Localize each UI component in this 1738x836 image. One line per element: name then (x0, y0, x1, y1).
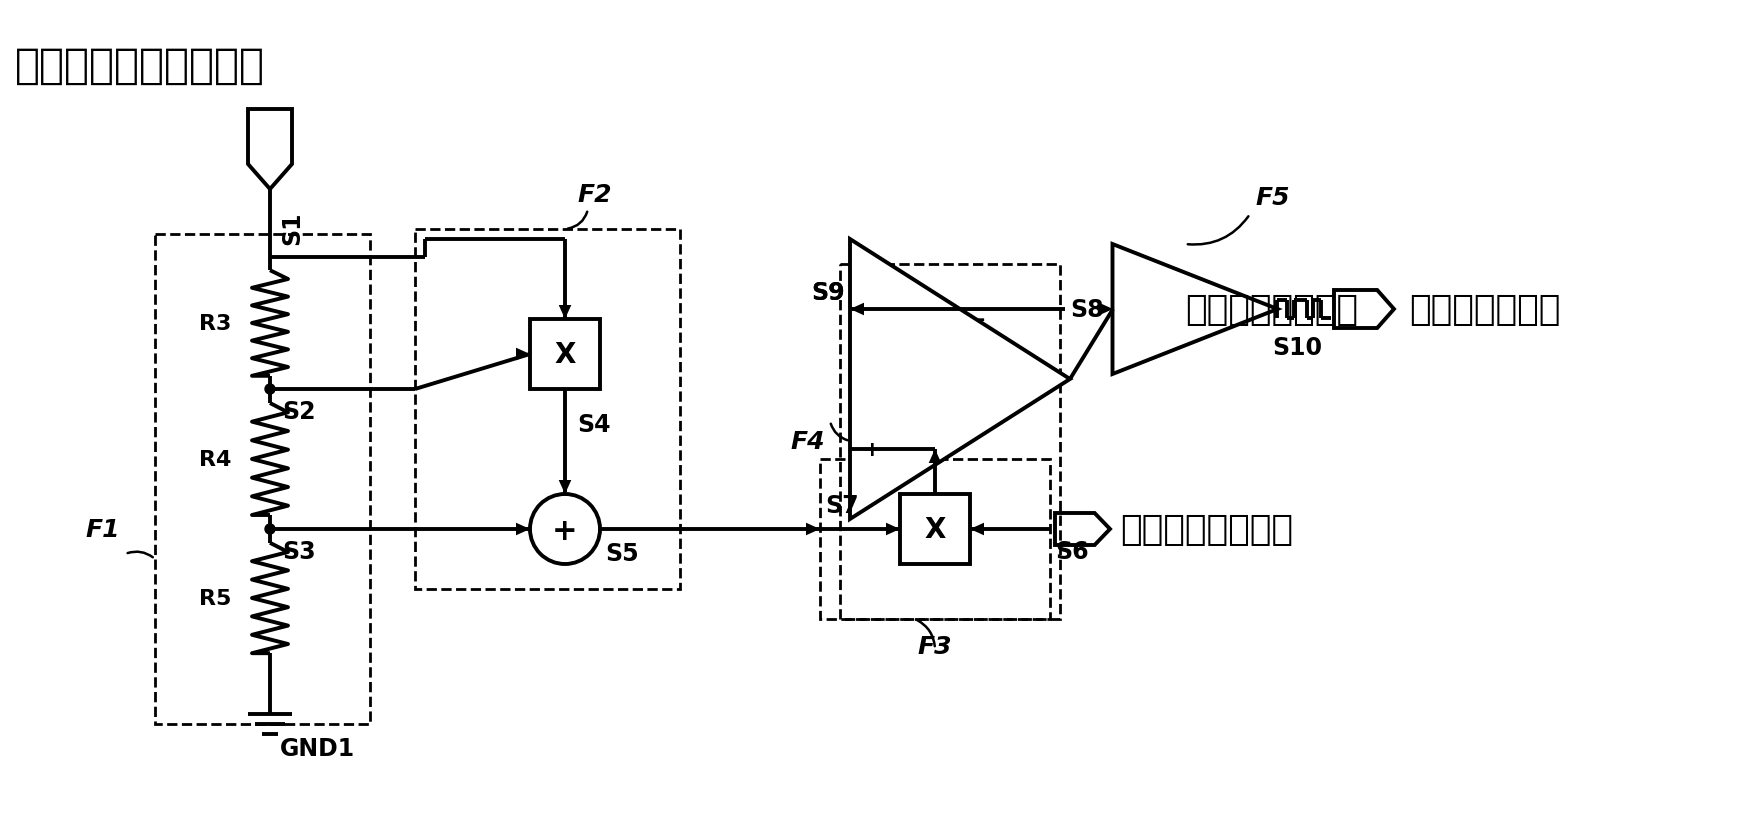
Bar (839, 265, 1060, 619)
Text: S6: S6 (1055, 539, 1088, 563)
Text: S9: S9 (812, 281, 845, 304)
Polygon shape (886, 523, 900, 536)
Polygon shape (516, 349, 530, 361)
Polygon shape (806, 523, 820, 536)
Polygon shape (850, 303, 864, 316)
Polygon shape (558, 481, 572, 494)
Text: R4: R4 (198, 450, 231, 470)
Text: 整流滤波电路输出信号: 整流滤波电路输出信号 (16, 45, 264, 87)
Text: 电感电流采样信号: 电感电流采样信号 (1185, 293, 1357, 327)
Text: S9: S9 (812, 281, 845, 304)
Text: X: X (554, 340, 575, 369)
Polygon shape (558, 306, 572, 319)
Circle shape (264, 385, 275, 395)
Text: GND1: GND1 (280, 737, 355, 760)
Text: R5: R5 (198, 589, 231, 609)
Polygon shape (516, 523, 530, 536)
Text: F3: F3 (918, 635, 952, 658)
Polygon shape (850, 240, 1071, 519)
Bar (530, 319, 600, 390)
Text: F5: F5 (1255, 186, 1290, 210)
Text: 输出采样反馈信号: 输出采样反馈信号 (1119, 512, 1293, 547)
Text: F2: F2 (577, 183, 612, 206)
Text: S4: S4 (577, 412, 610, 436)
Text: X: X (925, 515, 945, 543)
Text: S5: S5 (605, 542, 638, 565)
Text: F1: F1 (85, 517, 120, 542)
Polygon shape (1335, 291, 1394, 329)
Polygon shape (1098, 303, 1112, 316)
Bar (415, 230, 680, 589)
Polygon shape (928, 450, 942, 463)
Polygon shape (1112, 245, 1277, 375)
Text: S8: S8 (1071, 298, 1104, 322)
Text: -: - (975, 309, 985, 329)
Circle shape (530, 494, 600, 564)
Bar (820, 460, 1050, 619)
Polygon shape (970, 523, 984, 536)
Circle shape (264, 524, 275, 534)
Text: +: + (553, 517, 577, 546)
Polygon shape (249, 110, 292, 190)
Text: S10: S10 (1272, 335, 1323, 359)
Text: S3: S3 (282, 539, 316, 563)
Text: F4: F4 (791, 430, 826, 453)
Text: +: + (862, 440, 881, 460)
Text: S1: S1 (280, 211, 304, 244)
Text: R3: R3 (198, 314, 231, 334)
Text: S7: S7 (826, 493, 859, 517)
Text: 开关管控制信号: 开关管控制信号 (1410, 293, 1561, 327)
Text: S2: S2 (282, 400, 316, 424)
Bar (900, 494, 970, 564)
Polygon shape (1055, 513, 1111, 545)
Bar (155, 235, 370, 724)
Polygon shape (1119, 293, 1175, 325)
